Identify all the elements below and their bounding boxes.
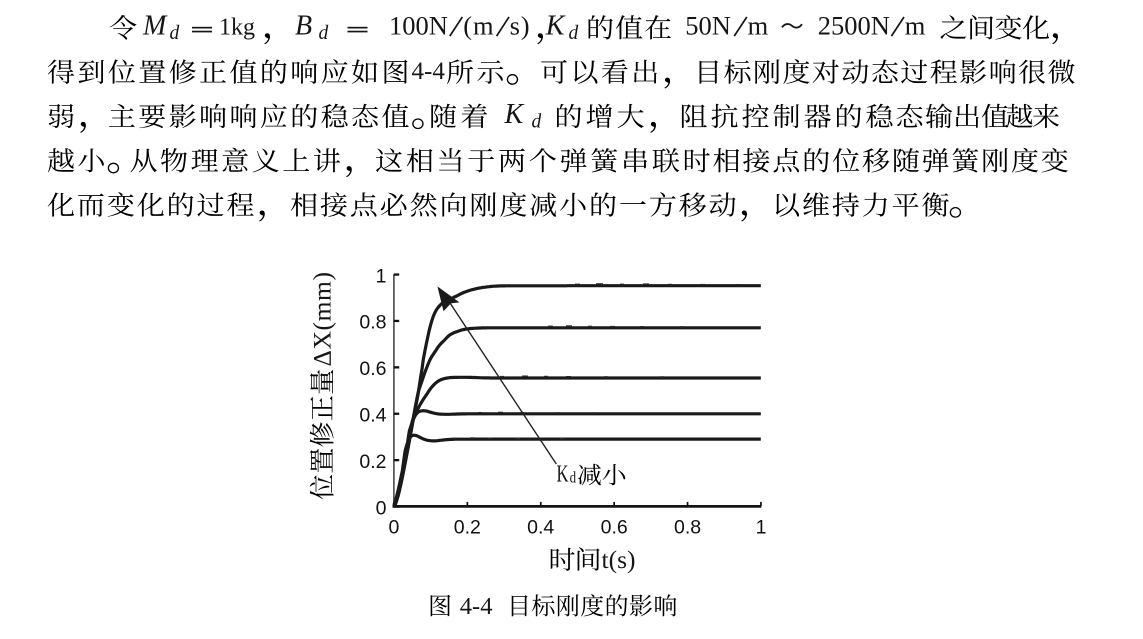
svg-text:m: m <box>905 11 926 41</box>
svg-text:d: d <box>532 111 542 132</box>
svg-text:0.8: 0.8 <box>674 516 701 538</box>
svg-text:B: B <box>295 11 312 42</box>
svg-text:K: K <box>557 462 569 488</box>
svg-text:1: 1 <box>376 265 387 287</box>
svg-text:d: d <box>319 23 329 44</box>
svg-text:(: ( <box>463 11 472 41</box>
svg-text:2500N: 2500N <box>818 11 890 41</box>
svg-text:K: K <box>504 99 525 130</box>
svg-text:0: 0 <box>376 497 387 519</box>
svg-text:t(s): t(s) <box>602 545 636 574</box>
svg-text:0.4: 0.4 <box>527 516 554 538</box>
svg-text:K: K <box>545 11 566 42</box>
svg-text:m: m <box>748 11 769 41</box>
svg-text:0: 0 <box>388 516 399 538</box>
svg-text:4-4: 4-4 <box>412 58 446 85</box>
svg-text:0.6: 0.6 <box>359 358 386 380</box>
svg-text:d: d <box>569 23 579 44</box>
svg-text:1: 1 <box>756 516 767 538</box>
svg-text:4-4: 4-4 <box>460 593 493 620</box>
svg-text:m: m <box>473 11 494 41</box>
svg-text:100N: 100N <box>389 11 448 41</box>
svg-text:): ) <box>521 11 530 41</box>
svg-text:d: d <box>570 470 577 487</box>
svg-text:0.6: 0.6 <box>601 516 628 538</box>
svg-text:0.2: 0.2 <box>454 516 481 538</box>
svg-text:0.4: 0.4 <box>359 405 386 427</box>
svg-text:1kg: 1kg <box>219 15 255 41</box>
svg-text:0.8: 0.8 <box>359 312 386 334</box>
svg-text:ΔX(mm): ΔX(mm) <box>308 271 337 366</box>
svg-text:d: d <box>170 23 180 44</box>
svg-text:M: M <box>142 11 168 42</box>
svg-text:s: s <box>510 11 520 41</box>
svg-text:0.2: 0.2 <box>359 451 386 473</box>
svg-text:50N: 50N <box>685 11 731 41</box>
